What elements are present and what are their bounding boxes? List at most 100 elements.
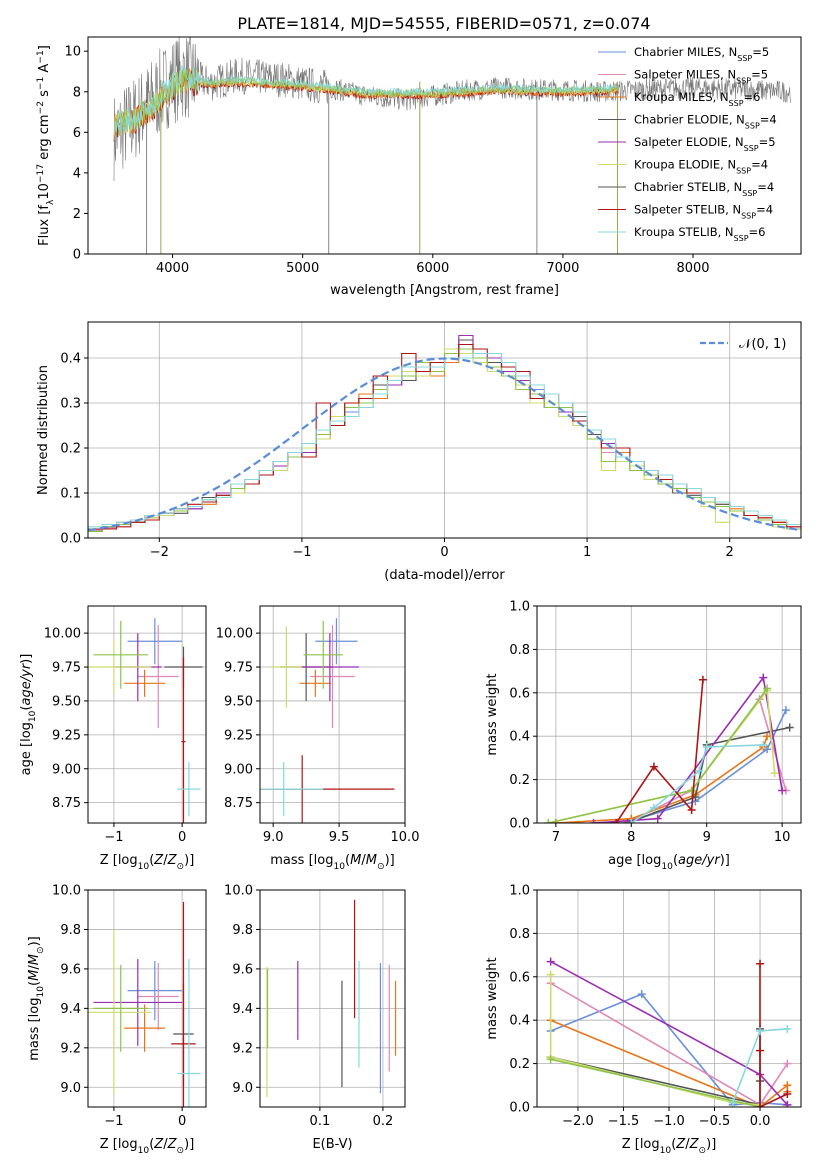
axes-frame [87,889,207,1108]
y-tick-label: 0.0 [60,532,81,547]
y-tick-label: 0.6 [509,686,530,701]
y-axis-label: mass weight [485,957,500,1039]
legend: 𝒩(0, 1) [700,337,786,352]
y-axis-label: mass [log10(M/M⊙)] [27,936,46,1060]
plot-background [537,606,801,823]
x-tick-label: −0.5 [699,1114,731,1129]
residual-histogram [88,352,801,528]
axes-frame [87,605,207,824]
y-tick-label: 9.0 [232,1081,253,1096]
panel-weight-vs-age: 7 8 9 10 0.0 0.2 0.4 0.6 0.8 1.0 age [log10(age/yr… [485,600,802,872]
panel-residuals: −2 −1 0 1 2 0.0 0.1 0.2 0.3 0.4 (data-model)/error… [36,321,802,583]
legend-label: Salpeter MILES, NSSP=5 [634,68,768,86]
y-tick-label: 10.00 [44,627,81,642]
panel-weight-vs-metallicity: −2.0 −1.5 −1.0 −0.5 0.0 0.0 0.2 0.4 0.6 0.8 1.0 Z [… [485,884,802,1156]
y-tick-label: 0.2 [60,442,81,457]
plot-area [88,334,801,532]
y-tick-label: 9.8 [60,923,81,938]
weight-point-marker [763,684,772,693]
x-axis-label: Z [log10(Z/Z⊙)] [100,853,195,872]
axes-frame [259,605,406,824]
x-tick-label: 2 [726,545,734,560]
x-tick-label: 6000 [416,261,449,276]
x-tick-label: −1 [104,830,123,845]
x-tick-label: 0.0 [750,1114,771,1129]
model-spectrum-line [113,64,618,138]
plot-background [88,890,206,1107]
y-tick-label: 8 [73,85,81,100]
x-tick-label: −2 [150,545,169,560]
y-tick-label: 0.0 [509,1101,530,1116]
weight-point-marker [759,740,768,749]
y-tick-label: 0.4 [60,352,81,367]
weight-point-marker [649,803,658,812]
x-axis-label: wavelength [Angstrom, rest frame] [330,283,559,298]
weight-point-marker [728,1098,737,1107]
weight-point-marker [778,786,787,795]
weight-series-line [615,679,704,823]
weight-point-marker [687,805,696,814]
y-tick-label: 0.4 [509,1014,530,1029]
y-tick-label: 4 [73,166,81,181]
y-tick-label: 9.8 [232,923,253,938]
y-tick-label: 8.75 [224,796,253,811]
y-tick-label: 9.00 [224,762,253,777]
plot-background [88,37,801,254]
panel-spectrum: 4000 5000 6000 7000 8000 0 2 4 6 8 10 wavelength [A… [36,36,802,298]
axes-frame [87,36,802,255]
y-tick-label: 8.75 [52,796,81,811]
y-tick-label: 10 [64,45,81,60]
weight-point-marker [756,1046,765,1055]
weight-point-marker [546,970,555,979]
y-tick-label: 0.4 [509,730,530,745]
weight-point-marker [546,957,555,966]
y-tick-label: 9.4 [60,1002,81,1017]
y-tick-label: 0.3 [60,397,81,412]
y-axis-label: mass weight [485,673,500,755]
weight-point-marker [698,675,707,684]
weight-point-marker [759,673,768,682]
weight-point-marker [695,766,704,775]
panel-mass-vs-ebv: 0.1 0.2 9.0 9.2 9.4 9.6 9.8 10.0 E(B-V) [224,884,406,1152]
weight-point-marker [589,819,598,823]
x-tick-label: 9.5 [329,830,350,845]
weight-point-marker [546,1055,555,1064]
plot-area [88,901,201,1107]
y-tick-label: 0.0 [509,817,530,832]
y-tick-label: 9.50 [52,694,81,709]
y-tick-label: 9.25 [224,728,253,743]
legend-label: Chabrier STELIB, NSSP=4 [634,180,774,198]
panel-mass-vs-metallicity: −1 0 9.0 9.2 9.4 9.6 9.8 10.0 Z [log10(Z/Z⊙)] mas… [27,884,207,1156]
y-tick-label: 9.0 [60,1081,81,1096]
y-tick-label: 9.75 [224,661,253,676]
y-tick-label: 0.8 [509,643,530,658]
y-tick-label: 0.1 [60,487,81,502]
weight-point-marker [756,1103,765,1107]
weight-point-marker [702,743,711,752]
weight-point-marker [781,706,790,715]
y-axis-label: Flux [fλ10−17 erg cm−2 s−1 A−1] [36,45,56,246]
x-axis-label: age [log10(age/yr)] [608,853,730,872]
x-tick-label: 0.1 [310,1114,331,1129]
y-tick-label: 9.75 [52,661,81,676]
y-tick-label: 9.4 [232,1002,253,1017]
x-axis-label: Z [log10(Z/Z⊙)] [100,1137,195,1156]
x-tick-label: 9.0 [263,830,284,845]
y-tick-label: 10.0 [224,884,253,899]
x-tick-label: 7 [552,830,560,845]
x-tick-label: 10 [774,830,791,845]
y-tick-label: 9.50 [224,694,253,709]
x-tick-label: 0 [440,545,448,560]
x-tick-label: −1.0 [653,1114,685,1129]
weight-point-marker [649,762,658,771]
axes-frame [259,889,406,1108]
y-tick-label: 1.0 [509,884,530,899]
plot-area [260,618,395,823]
x-tick-label: 1 [583,545,591,560]
plot-area [544,673,794,823]
x-tick-label: −1 [104,1114,123,1129]
weight-point-marker [770,769,779,778]
plot-area [546,957,792,1107]
plot-area [113,37,791,254]
